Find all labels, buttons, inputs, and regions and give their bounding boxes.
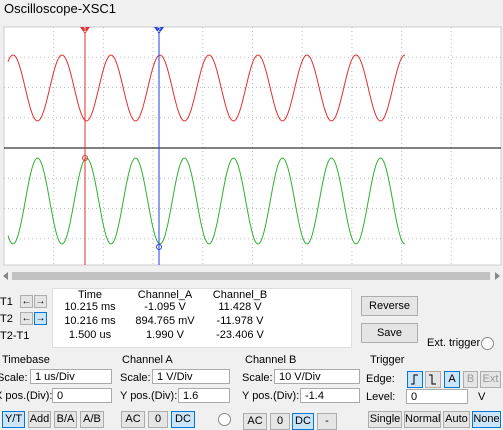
channel-a-trace	[7, 54, 406, 122]
field-label: Y pos.(Div):	[242, 390, 300, 402]
field-label: Level:	[366, 391, 396, 403]
scroll-right[interactable]	[495, 272, 500, 280]
level-unit: V	[478, 391, 486, 403]
channel-a-radio[interactable]	[218, 413, 231, 426]
coupling-button[interactable]: AC	[121, 411, 145, 428]
readout-cell: 894.765 mV	[135, 315, 195, 327]
column-header: Time	[77, 289, 103, 301]
coupling-button[interactable]: 0	[270, 413, 290, 430]
coupling-button[interactable]: 0	[148, 411, 168, 428]
ypos-input[interactable]: -1.4	[300, 388, 360, 403]
scroll-thumb[interactable]	[12, 272, 490, 280]
field-label: Scale:	[0, 372, 28, 384]
cursor-1-handle[interactable]	[80, 27, 90, 34]
section-title: Trigger	[370, 354, 405, 366]
trigger-mode-button[interactable]: None	[472, 411, 501, 428]
cursor-marker	[156, 244, 162, 250]
level-input[interactable]: 0	[406, 389, 468, 404]
rising-edge-button[interactable]	[407, 371, 423, 388]
falling-edge-button[interactable]	[425, 371, 441, 388]
source-button[interactable]: A	[444, 371, 460, 388]
scale-input[interactable]: 1 V/Div	[152, 369, 230, 384]
mode-button[interactable]: A/B	[80, 411, 104, 428]
readout-cell: -11.978 V	[216, 315, 264, 327]
window-title: Oscilloscope-XSC1	[4, 1, 116, 16]
channel-b-trace	[7, 157, 406, 245]
field-label: Y pos.(Div):	[120, 390, 178, 402]
mode-button[interactable]: Add	[28, 411, 51, 428]
readout-cell: 10.216 ms	[64, 315, 116, 327]
trigger-mode-button[interactable]: Normal	[404, 411, 441, 428]
ypos-input[interactable]: 1.6	[178, 388, 230, 403]
section-title: Timebase	[2, 354, 50, 366]
t2-right[interactable]: →	[34, 312, 47, 325]
coupling-button[interactable]: AC	[243, 413, 267, 430]
column-header: Channel_B	[212, 289, 268, 301]
cursor-2-label: 2	[157, 27, 161, 34]
readout-cell: -23.406 V	[216, 329, 264, 341]
scale-input[interactable]: 1 us/Div	[30, 369, 112, 384]
row-label: T2-T1	[0, 330, 30, 342]
readout-cell: 11.428 V	[218, 301, 262, 313]
field-label: X pos.(Div):	[0, 390, 53, 402]
coupling-button[interactable]: DC	[292, 413, 314, 430]
cursor-marker	[82, 155, 88, 161]
trigger-mode-button[interactable]: Auto	[443, 411, 470, 428]
readout-cell: -1.095 V	[144, 301, 186, 313]
source-button[interactable]: Ext	[480, 371, 501, 388]
ext-trigger-label: Ext. trigger	[427, 337, 481, 349]
t1-left[interactable]: ←	[20, 295, 33, 308]
t1-right[interactable]: →	[34, 295, 47, 308]
row-label: T2	[0, 313, 13, 325]
field-label: Scale:	[120, 372, 151, 384]
save-button[interactable]: Save	[361, 323, 418, 343]
cursor-2-handle[interactable]	[154, 27, 164, 34]
scale-input[interactable]: 10 V/Div	[274, 369, 360, 384]
readout-cell: 1.500 us	[68, 329, 112, 341]
field-label: Scale:	[242, 372, 273, 384]
cursor-1-label: 1	[83, 27, 87, 34]
t2-left[interactable]: ←	[20, 312, 33, 325]
field-label: Edge:	[366, 373, 395, 385]
readout-table	[52, 288, 352, 348]
readout-cell: 10.215 ms	[64, 301, 116, 313]
readout-cell: 1.990 V	[146, 329, 184, 341]
trigger-mode-button[interactable]: Single	[368, 411, 402, 428]
screen-area	[3, 26, 502, 266]
coupling-button[interactable]: DC	[171, 411, 195, 428]
row-label: T1	[0, 296, 13, 308]
scope-screen: 1 2	[3, 26, 502, 280]
section-title: Channel A	[122, 354, 173, 366]
reverse-button[interactable]: Reverse	[361, 296, 418, 316]
scroll-left[interactable]	[3, 272, 8, 280]
column-header: Channel_A	[137, 289, 193, 301]
section-title: Channel B	[245, 354, 297, 366]
mode-button[interactable]: Y/T	[2, 411, 25, 428]
source-button[interactable]: B	[463, 371, 478, 388]
mode-button[interactable]: B/A	[54, 411, 77, 428]
coupling-button[interactable]: -	[317, 413, 337, 430]
ext-trigger-radio[interactable]	[481, 337, 494, 350]
xpos-input[interactable]: 0	[52, 388, 112, 403]
